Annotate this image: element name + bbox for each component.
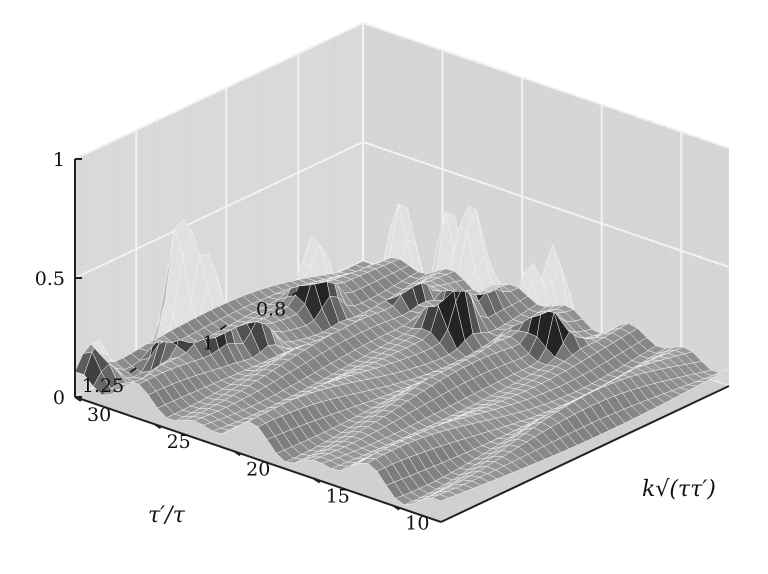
surface-mesh — [74, 203, 730, 506]
x-tick-mark — [233, 450, 241, 457]
tick-labels: 10 15 20 25 30 1.25 1 0.8 0 0.5 1 — [35, 149, 430, 535]
grid-line-z — [74, 140, 730, 279]
y-tick-mark — [291, 290, 299, 297]
x-tick-mark — [313, 477, 321, 484]
x-tick-mark — [154, 423, 162, 430]
x-axis-label: k√(ττ′) — [642, 477, 716, 502]
y-axis-line — [74, 396, 442, 523]
y-tick-label: 1.25 — [82, 375, 124, 397]
x-tick-label: 30 — [87, 404, 111, 426]
grid-line-z — [74, 21, 730, 160]
y-axis-label: τ′/τ — [148, 503, 186, 528]
y-tick-label: 1 — [202, 333, 214, 355]
z-tick-label: 0 — [53, 387, 65, 409]
x-tick-label: 15 — [326, 486, 350, 508]
tick-marks — [74, 158, 400, 511]
z-tick-label: 0.5 — [35, 268, 65, 290]
x-axis-line — [440, 385, 730, 523]
y-tick-mark — [219, 324, 227, 331]
x-tick-label: 25 — [167, 431, 191, 453]
x-tick-mark — [392, 504, 400, 511]
z-tick-label: 1 — [53, 149, 65, 171]
surface-patch — [354, 260, 373, 269]
y-tick-label: 0.8 — [256, 299, 286, 321]
x-tick-label: 20 — [246, 458, 270, 480]
y-tick-mark — [129, 367, 137, 373]
x-tick-label: 10 — [405, 513, 429, 535]
